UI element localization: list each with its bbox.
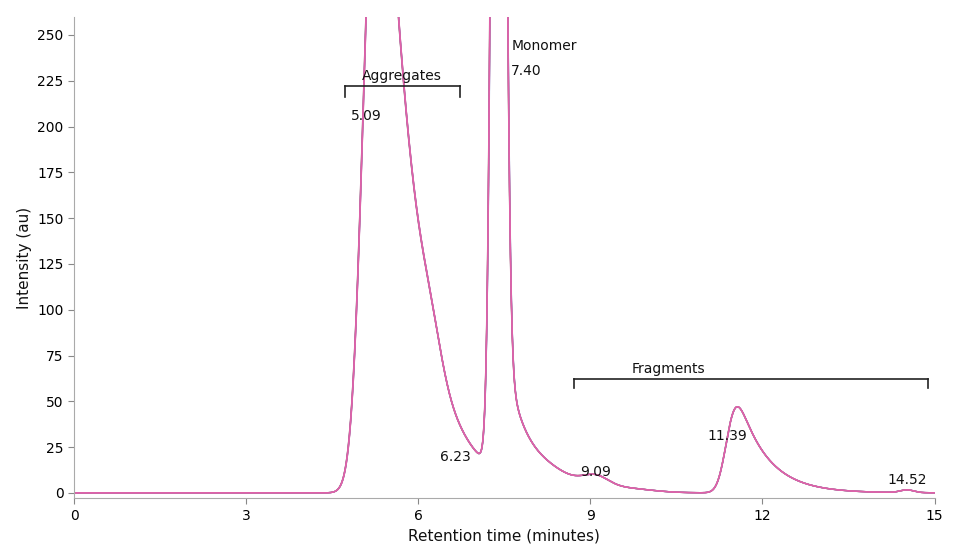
X-axis label: Retention time (minutes): Retention time (minutes): [408, 528, 600, 543]
Text: Fragments: Fragments: [632, 362, 706, 376]
Text: 6.23: 6.23: [440, 450, 470, 464]
Text: 7.40: 7.40: [511, 64, 541, 78]
Y-axis label: Intensity (au): Intensity (au): [16, 207, 32, 309]
Text: 9.09: 9.09: [580, 465, 611, 479]
Text: 11.39: 11.39: [708, 430, 747, 444]
Text: 14.52: 14.52: [887, 473, 926, 487]
Text: Aggregates: Aggregates: [362, 69, 443, 83]
Text: 5.09: 5.09: [350, 109, 381, 123]
Text: Monomer: Monomer: [511, 39, 577, 53]
